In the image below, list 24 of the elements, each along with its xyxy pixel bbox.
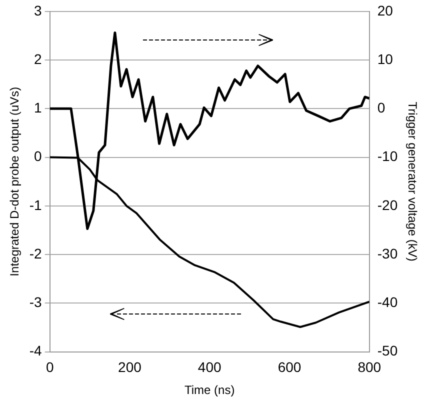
y-tick-label: -3 <box>29 294 42 310</box>
y-tick-label: 2 <box>34 50 42 67</box>
x-axis-title: Time (ns) <box>184 383 235 398</box>
x-tick-label: 200 <box>118 359 142 376</box>
x-tick-label: 800 <box>358 359 382 376</box>
y-axis-title: Integrated D-dot probe output (uVs) <box>8 86 22 276</box>
y-tick-label: 3 <box>34 2 42 18</box>
y2-tick-label: -50 <box>377 342 398 359</box>
y2-axis-title: Trigger generator voltage (kV) <box>405 102 420 262</box>
y2-tick-label: -10 <box>377 148 398 164</box>
y2-tick-label: -30 <box>377 245 398 262</box>
y2-tick-label: 10 <box>377 50 394 67</box>
x-tick-label: 400 <box>198 359 222 376</box>
y2-tick-label: 20 <box>377 2 394 18</box>
y2-tick-label: -40 <box>377 294 398 310</box>
y-tick-label: -2 <box>29 245 42 262</box>
y-tick-label: -4 <box>29 342 42 359</box>
x-tick-label: 600 <box>278 359 302 376</box>
y2-tick-label: -20 <box>377 196 398 213</box>
y-tick-label: 1 <box>34 100 42 116</box>
x-tick-label: 0 <box>46 359 54 376</box>
y2-tick-label: 0 <box>377 100 386 116</box>
y-tick-label: 0 <box>34 148 42 164</box>
y-tick-label: -1 <box>29 196 42 213</box>
